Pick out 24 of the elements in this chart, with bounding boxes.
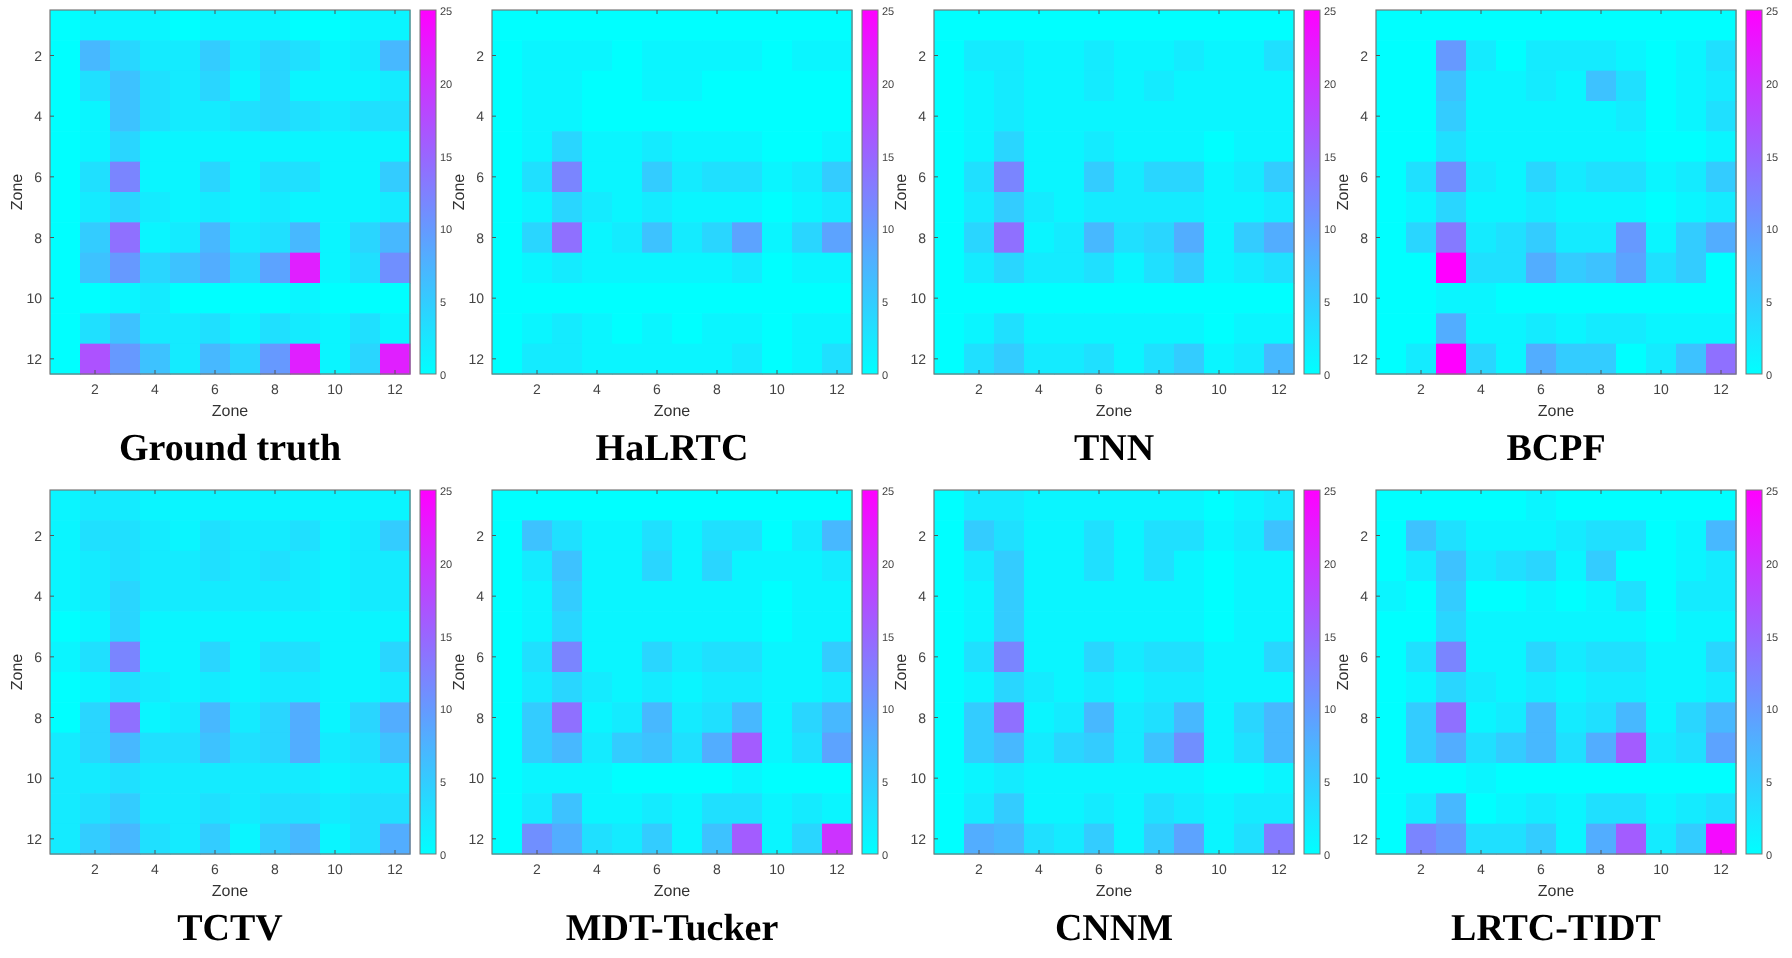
x-axis-title: Zone <box>653 882 692 900</box>
y-axis-title: Zone <box>1334 652 1352 691</box>
x-axis-title: Zone <box>211 402 250 420</box>
text: TCTV <box>177 908 284 950</box>
text: LRTC-TIDT <box>1451 908 1662 950</box>
y-axis-title: Zone <box>8 172 26 211</box>
y-axis-title: Zone <box>8 652 26 691</box>
x-axis-title: Zone <box>211 882 250 900</box>
y-axis-title: Zone <box>450 172 468 211</box>
text: TNN <box>1073 428 1155 470</box>
y-axis-title: Zone <box>892 172 910 211</box>
text: BCPF <box>1506 428 1606 470</box>
text: MDT-Tucker <box>565 908 780 950</box>
x-axis-title: Zone <box>653 402 692 420</box>
x-axis-title: Zone <box>1537 882 1576 900</box>
y-axis-title: Zone <box>1334 172 1352 211</box>
x-axis-title: Zone <box>1537 402 1576 420</box>
y-axis-title: Zone <box>450 652 468 691</box>
y-axis-title: Zone <box>892 652 910 691</box>
x-axis-title: Zone <box>1095 402 1134 420</box>
text: Ground truth <box>118 428 342 470</box>
text: HaLRTC <box>595 428 749 470</box>
x-axis-title: Zone <box>1095 882 1134 900</box>
text: CNNM <box>1054 908 1174 950</box>
